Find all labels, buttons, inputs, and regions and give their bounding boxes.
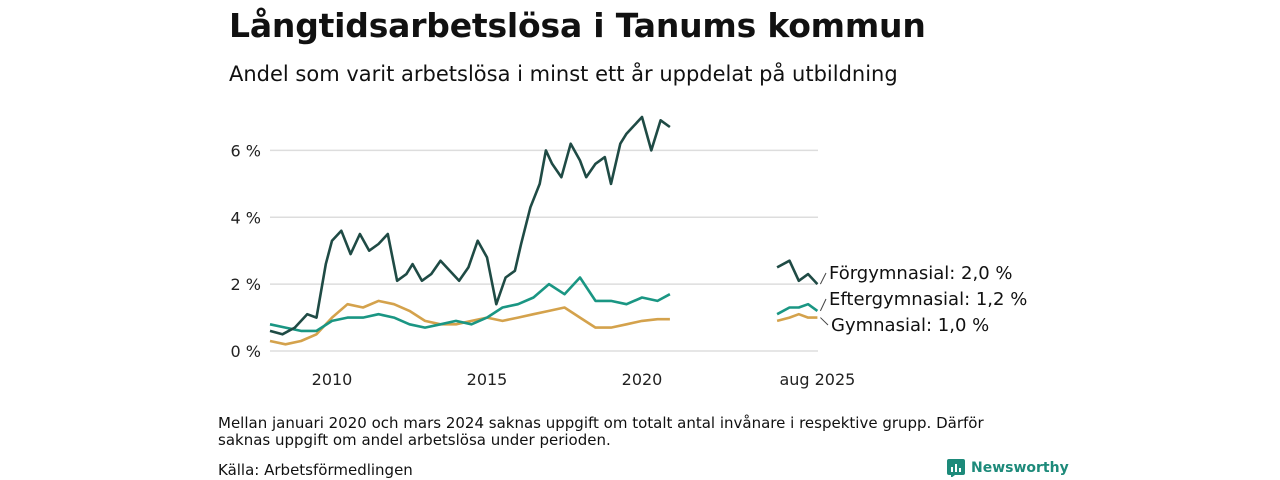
series-label-eftergymnasial: Eftergymnasial: 1,2 % [829, 289, 1027, 310]
series-label-gymnasial: Gymnasial: 1,0 % [831, 315, 989, 336]
newsworthy-logo-icon [947, 459, 965, 477]
x-tick-label: 2010 [312, 370, 353, 389]
chart-subtitle: Andel som varit arbetslösa i minst ett å… [229, 62, 898, 86]
series-line-eftergymnasial [269, 276, 671, 333]
chart-title: Långtidsarbetslösa i Tanums kommun [229, 6, 926, 45]
series-line-gymnasial-recent [776, 312, 818, 323]
x-tick-label: aug 2025 [779, 370, 855, 389]
series-line-gymnasial [269, 299, 670, 346]
series-line-förgymnasial [269, 115, 671, 336]
series-label-förgymnasial: Förgymnasial: 2,0 % [829, 263, 1013, 284]
x-tick-label: 2020 [622, 370, 663, 389]
line-chart: 0 % 2 % 4 % 6 % 2010 2015 2020 aug 2025 Förgymna… [231, 115, 1027, 389]
brand-name: Newsworthy [971, 460, 1069, 476]
label-leader-förgymnasial [819, 272, 827, 285]
label-leader-gymnasial [820, 317, 829, 326]
y-tick-label: 4 % [231, 208, 261, 227]
footnote: Mellan januari 2020 och mars 2024 saknas… [218, 414, 984, 449]
x-tick-label: 2015 [467, 370, 508, 389]
y-tick-label: 6 % [231, 141, 261, 160]
newsworthy-logo: Newsworthy [947, 459, 1069, 477]
series-line-förgymnasial-recent [776, 259, 819, 285]
source-text: Källa: Arbetsförmedlingen [218, 461, 413, 479]
y-tick-label: 2 % [231, 275, 261, 294]
label-leader-eftergymnasial [819, 298, 827, 312]
series-line-eftergymnasial-recent [776, 302, 819, 316]
y-tick-label: 0 % [231, 342, 261, 361]
